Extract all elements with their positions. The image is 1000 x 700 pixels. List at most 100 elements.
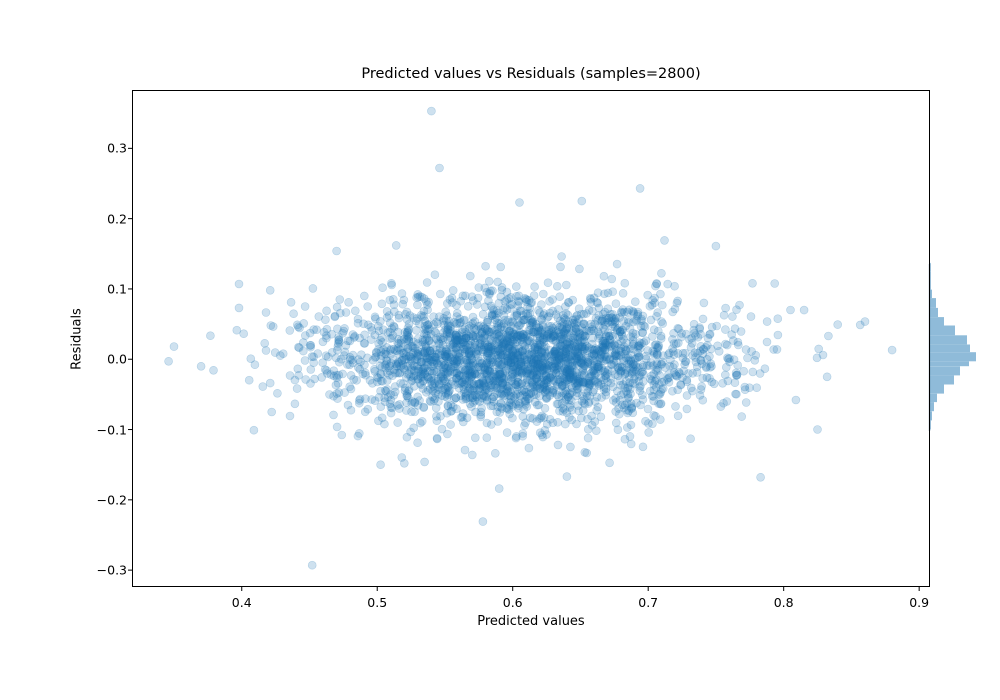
data-point <box>265 285 275 295</box>
data-point <box>408 341 417 351</box>
data-point <box>609 340 619 350</box>
data-point <box>376 369 386 379</box>
data-point <box>589 345 598 355</box>
data-point <box>508 351 518 361</box>
data-point <box>482 287 492 297</box>
data-point <box>402 330 412 340</box>
data-point <box>465 393 475 403</box>
data-point <box>507 351 516 360</box>
data-point <box>321 315 330 325</box>
data-point <box>603 304 613 314</box>
data-point <box>579 370 589 380</box>
data-point <box>429 312 438 322</box>
data-point <box>481 369 491 379</box>
data-point <box>542 351 552 361</box>
data-point <box>556 262 565 272</box>
data-point <box>519 360 529 370</box>
data-point <box>463 366 473 375</box>
data-point <box>376 460 385 470</box>
data-point <box>490 448 500 458</box>
data-point <box>496 319 506 328</box>
data-point <box>418 367 428 377</box>
data-point <box>669 328 678 338</box>
data-point <box>568 351 577 361</box>
data-point <box>633 311 642 321</box>
data-point <box>538 289 548 299</box>
data-point <box>301 375 311 384</box>
data-point <box>458 417 468 427</box>
data-point <box>513 377 523 387</box>
data-point <box>468 393 478 403</box>
data-point <box>563 338 572 347</box>
data-point <box>440 392 450 401</box>
data-point <box>599 382 609 392</box>
data-point <box>479 390 488 399</box>
data-point <box>409 371 419 381</box>
data-point <box>707 361 716 371</box>
data-point <box>461 365 471 375</box>
data-point <box>470 317 480 326</box>
data-point <box>413 374 423 384</box>
data-point <box>602 352 611 362</box>
data-point <box>548 375 558 384</box>
data-point <box>327 329 337 339</box>
data-point <box>376 386 385 396</box>
data-point <box>561 348 571 358</box>
data-point <box>422 353 432 363</box>
data-point <box>521 400 531 409</box>
data-point <box>698 395 708 405</box>
data-point <box>563 364 573 374</box>
data-point <box>562 339 572 349</box>
data-point <box>531 322 541 332</box>
data-point <box>501 338 510 348</box>
data-point <box>509 362 519 371</box>
data-point <box>361 370 371 380</box>
data-point <box>730 378 740 388</box>
data-point <box>515 327 525 337</box>
data-point <box>480 330 490 340</box>
chart-title: Predicted values vs Residuals (samples=2… <box>361 66 701 82</box>
data-point <box>608 287 618 297</box>
data-point <box>457 327 467 337</box>
histogram-bar <box>930 262 931 272</box>
data-point <box>544 321 554 331</box>
data-point <box>436 369 446 379</box>
data-point <box>653 343 663 353</box>
data-point <box>332 370 341 380</box>
data-point <box>644 419 653 428</box>
data-point <box>537 353 546 363</box>
data-point <box>681 329 691 339</box>
histogram-bar <box>930 271 931 281</box>
data-point <box>504 364 513 374</box>
data-point <box>480 363 490 373</box>
data-point <box>518 330 528 339</box>
data-point <box>570 322 579 332</box>
data-point <box>497 322 506 331</box>
data-point <box>638 442 648 452</box>
data-point <box>437 376 447 386</box>
data-point <box>732 370 741 380</box>
data-point <box>354 429 364 438</box>
data-point <box>616 343 626 353</box>
data-point <box>382 313 392 322</box>
data-point <box>508 346 518 356</box>
data-point <box>603 318 613 327</box>
data-point <box>515 391 525 401</box>
data-point <box>649 369 659 379</box>
data-point <box>528 359 537 368</box>
data-point <box>305 328 315 338</box>
data-point <box>564 343 573 353</box>
data-point <box>500 303 510 313</box>
histogram-bar <box>930 289 932 298</box>
data-point <box>589 361 599 371</box>
data-point <box>502 333 511 343</box>
data-point <box>548 295 557 304</box>
data-point <box>471 325 481 335</box>
data-point <box>548 388 558 398</box>
data-point <box>626 439 636 449</box>
data-point <box>697 382 706 391</box>
data-point <box>731 389 740 399</box>
data-point <box>573 384 583 394</box>
data-point <box>615 327 625 337</box>
x-tick-label: 0.8 <box>773 595 794 610</box>
